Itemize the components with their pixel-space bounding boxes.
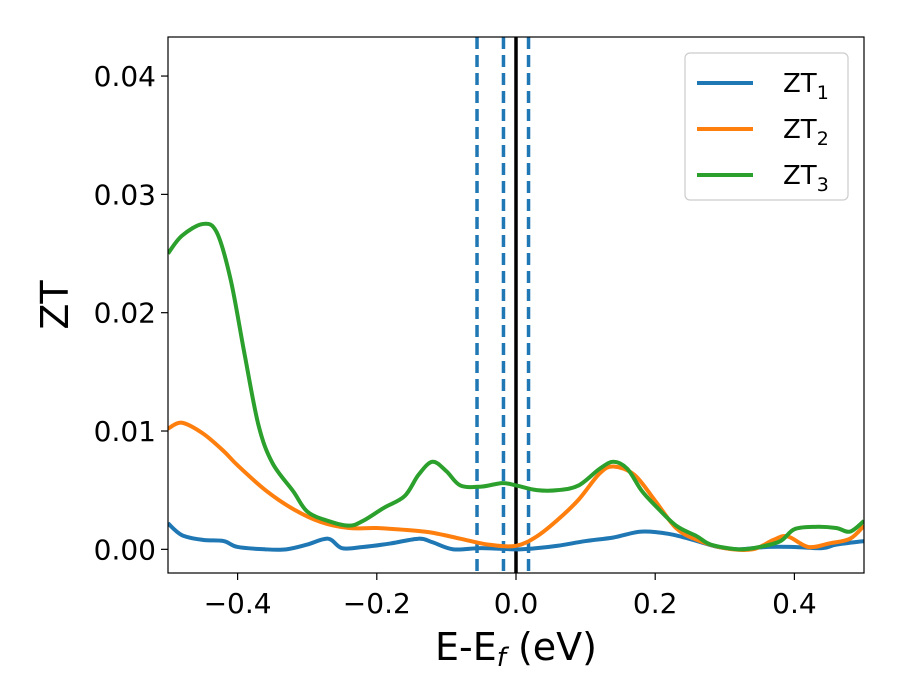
y-tick-label: 0.04 xyxy=(94,60,156,93)
x-tick-label: −0.4 xyxy=(204,587,272,620)
x-tick-label: 0.2 xyxy=(633,587,678,620)
series-layer xyxy=(168,37,864,573)
x-tick-label: 0.4 xyxy=(772,587,817,620)
y-tick-label: 0.02 xyxy=(94,297,156,330)
legend-label-zt2: ZT2 xyxy=(783,115,829,150)
x-axis-title: E-Ef (eV) xyxy=(435,625,597,673)
legend-label-zt1: ZT1 xyxy=(783,69,829,104)
x-axis-ticks: −0.4 −0.2 0.0 0.2 0.4 xyxy=(204,573,817,620)
y-tick-label: 0.03 xyxy=(94,178,156,211)
x-tick-label: 0.0 xyxy=(494,587,539,620)
series-line-zt3 xyxy=(168,221,864,552)
x-tick-label: −0.2 xyxy=(343,587,411,620)
y-tick-label: 0.00 xyxy=(94,533,156,566)
y-tick-label: 0.01 xyxy=(94,415,156,448)
legend-label-zt3: ZT3 xyxy=(783,161,829,196)
y-axis-title: ZT xyxy=(33,280,77,330)
legend-box xyxy=(684,52,849,201)
series-line-zt2 xyxy=(168,420,864,552)
legend: ZT1 ZT2 ZT3 xyxy=(684,52,849,201)
y-axis-ticks: 0.00 0.01 0.02 0.03 0.04 xyxy=(94,60,168,566)
